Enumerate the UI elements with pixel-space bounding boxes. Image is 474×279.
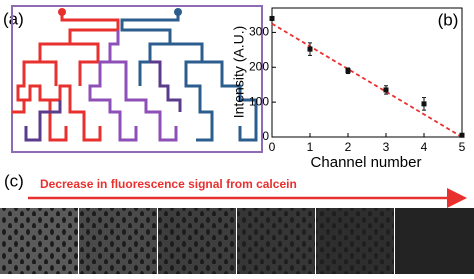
y-tick-label: 300 bbox=[249, 25, 269, 39]
plot-frame bbox=[271, 7, 463, 138]
x-tick-label: 0 bbox=[269, 140, 276, 154]
x-tick-label: 3 bbox=[383, 140, 390, 154]
panel-label: (a) bbox=[3, 9, 24, 28]
data-point bbox=[345, 68, 351, 74]
y-tick-label: 200 bbox=[249, 59, 269, 73]
image-tile bbox=[0, 208, 78, 274]
image-tile bbox=[395, 208, 474, 274]
data-point bbox=[383, 87, 389, 93]
fit-line bbox=[271, 22, 463, 138]
image-tile bbox=[237, 208, 315, 274]
panel-label: (c) bbox=[4, 171, 24, 190]
x-axis-label: Channel number bbox=[311, 154, 422, 171]
image-strip bbox=[0, 208, 474, 274]
y-tick-label: 0 bbox=[262, 129, 269, 143]
data-point bbox=[459, 132, 465, 138]
tree-diagram bbox=[12, 8, 258, 142]
x-tick-label: 1 bbox=[307, 140, 314, 154]
x-tick-label: 2 bbox=[345, 140, 352, 154]
x-tick-label: 4 bbox=[421, 140, 428, 154]
data-point bbox=[269, 15, 275, 21]
image-tile bbox=[158, 208, 236, 274]
panel-frame bbox=[11, 5, 263, 153]
chart: 0 100 200 300 0 1 2 3 4 5 bbox=[249, 15, 466, 154]
data-point bbox=[307, 46, 313, 52]
y-axis-label: Intensity (A.U.) bbox=[231, 26, 247, 119]
data-point bbox=[421, 101, 427, 107]
y-tick-label: 100 bbox=[249, 94, 269, 108]
arrow-caption: Decrease in fluorescence signal from cal… bbox=[40, 177, 297, 191]
panel-label: (b) bbox=[438, 10, 459, 29]
image-tile bbox=[316, 208, 394, 274]
x-tick-label: 5 bbox=[459, 140, 466, 154]
image-tile bbox=[79, 208, 157, 274]
